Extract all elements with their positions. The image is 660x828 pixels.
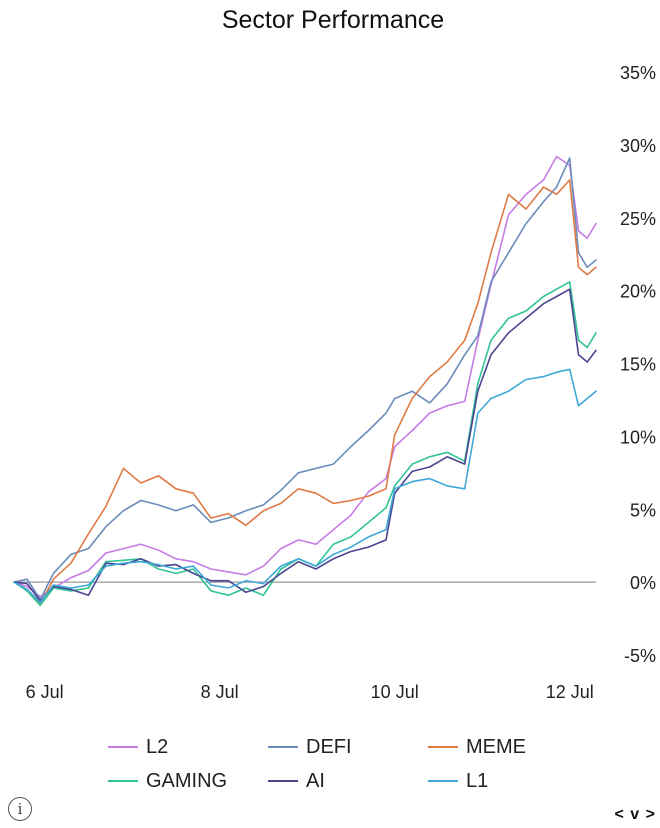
chart-title: Sector Performance	[221, 6, 445, 34]
legend-swatch	[268, 746, 298, 748]
legend-swatch	[428, 746, 458, 748]
sector-performance-chart: 35% 30% 25% 20% 15% 10% 5% 0% -5% 6 Jul 8 Jul 10 J…	[13, 63, 656, 702]
y-tick-label: 5%	[630, 500, 656, 520]
y-tick-label: 25%	[620, 209, 656, 229]
x-tick-label: 6 Jul	[26, 682, 64, 702]
legend-label: GAMING	[146, 769, 228, 792]
x-tick-label: 10 Jul	[371, 682, 419, 702]
previous-chart-button[interactable]: <	[614, 806, 625, 823]
series-line-l2	[13, 155, 597, 598]
y-tick-label: 15%	[620, 355, 656, 375]
chart-legend: L2 DEFI MEME GAMING AI L1	[108, 736, 568, 792]
series-line-l1	[13, 368, 597, 604]
legend-swatch	[108, 746, 138, 748]
y-tick-label: 10%	[620, 427, 656, 447]
chart-menu-button[interactable]: v	[630, 806, 641, 823]
legend-item-l2[interactable]: L2	[108, 736, 268, 758]
legend-item-defi[interactable]: DEFI	[268, 736, 428, 758]
x-tick-label: 12 Jul	[546, 682, 594, 702]
y-tick-label: -5%	[624, 646, 656, 666]
legend-swatch	[108, 780, 138, 782]
legend-swatch	[268, 780, 298, 782]
legend-item-l1[interactable]: L1	[428, 770, 568, 792]
series-line-gaming	[13, 281, 597, 607]
series-line-ai	[13, 288, 597, 602]
y-tick-label: 35%	[620, 63, 656, 83]
legend-item-meme[interactable]: MEME	[428, 736, 568, 758]
y-tick-label: 20%	[620, 282, 656, 302]
chart-navigation: < v >	[615, 806, 657, 824]
legend-label: L1	[466, 769, 489, 792]
y-tick-label: 0%	[630, 573, 656, 593]
series-line-defi	[13, 157, 597, 601]
y-tick-label: 30%	[620, 136, 656, 156]
legend-item-ai[interactable]: AI	[268, 770, 428, 792]
legend-label: DEFI	[306, 735, 352, 758]
legend-label: AI	[306, 769, 325, 792]
legend-swatch	[428, 780, 458, 782]
legend-label: L2	[146, 735, 169, 758]
legend-label: MEME	[466, 735, 526, 758]
next-chart-button[interactable]: >	[645, 806, 656, 823]
info-icon[interactable]: i	[8, 797, 32, 821]
x-tick-label: 8 Jul	[201, 682, 239, 702]
legend-item-gaming[interactable]: GAMING	[108, 770, 268, 792]
series-line-meme	[13, 179, 597, 605]
